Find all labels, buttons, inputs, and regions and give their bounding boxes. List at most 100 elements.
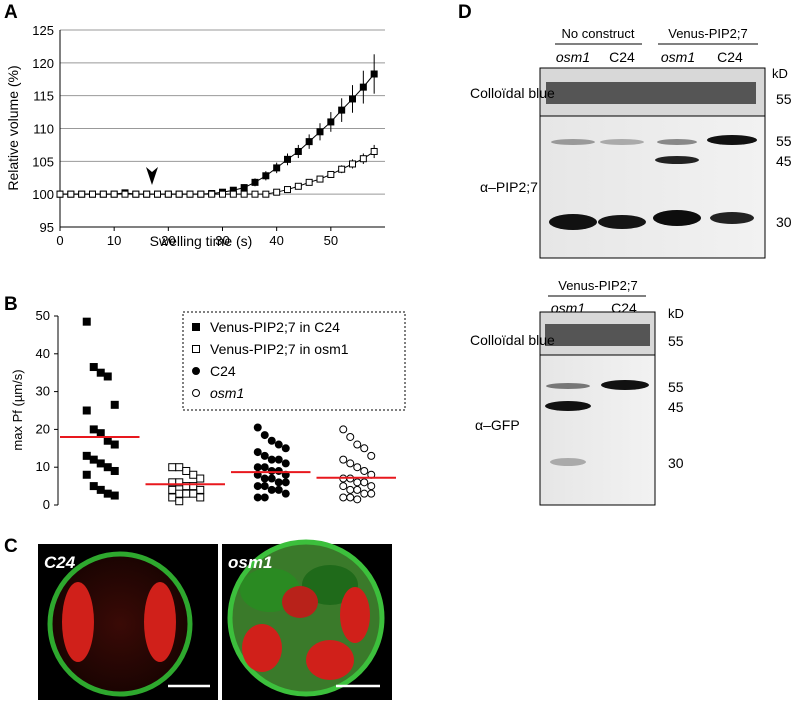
lane-label: C24 <box>609 49 635 65</box>
y-tick-label: 95 <box>40 220 54 235</box>
marker <box>175 489 184 498</box>
marker <box>260 463 269 472</box>
marker <box>305 138 313 146</box>
marker <box>273 164 281 172</box>
marker <box>110 190 118 198</box>
x-tick-label: 30 <box>215 233 229 248</box>
marker <box>82 470 91 479</box>
marker <box>164 190 172 198</box>
y-tick-label: 115 <box>33 89 54 104</box>
arrowhead <box>146 167 158 185</box>
marker <box>339 425 348 434</box>
marker <box>89 363 98 372</box>
marker-label: 55 <box>668 379 684 395</box>
y-tick-label: 125 <box>32 23 54 38</box>
y-axis-title: Relative volume (%) <box>5 65 21 190</box>
marker <box>82 317 91 326</box>
marker <box>346 493 355 502</box>
y-tick-label: 0 <box>43 497 50 512</box>
marker <box>274 485 283 494</box>
marker <box>168 485 177 494</box>
marker <box>360 489 369 498</box>
marker <box>196 493 205 502</box>
marker <box>284 155 291 163</box>
marker <box>253 423 262 432</box>
marker <box>96 429 105 438</box>
y-tick-label: 105 <box>32 154 54 169</box>
marker <box>103 489 112 498</box>
marker <box>253 463 262 472</box>
marker-label: 30 <box>776 214 792 230</box>
marker <box>175 463 184 472</box>
marker <box>353 485 362 494</box>
marker <box>219 190 226 198</box>
marker <box>274 440 283 449</box>
marker <box>346 459 355 468</box>
marker <box>267 455 276 464</box>
y-tick-label: 50 <box>36 308 50 323</box>
marker <box>260 482 269 491</box>
lane-label: osm1 <box>661 49 695 65</box>
panel-label: C <box>4 536 18 557</box>
marker <box>196 485 205 494</box>
marker <box>353 440 362 449</box>
panel-label: A <box>4 2 18 23</box>
marker <box>143 190 151 198</box>
group-label: No construct <box>562 26 635 41</box>
marker <box>260 474 269 483</box>
marker <box>360 444 369 453</box>
marker <box>349 160 356 168</box>
marker <box>281 489 290 498</box>
x-tick-label: 0 <box>56 233 63 248</box>
legend-label: osm1 <box>210 385 244 401</box>
marker <box>346 485 355 494</box>
marker <box>96 368 105 377</box>
stain-label: Colloïdal blue <box>470 332 555 348</box>
marker <box>240 190 248 198</box>
marker <box>208 190 216 198</box>
marker <box>110 466 119 475</box>
marker <box>96 459 105 468</box>
marker <box>360 466 369 475</box>
marker <box>360 478 369 487</box>
panel-label: D <box>458 2 472 23</box>
marker <box>189 470 198 479</box>
marker <box>192 389 200 397</box>
marker <box>168 463 177 472</box>
marker <box>110 440 119 449</box>
marker <box>294 182 302 190</box>
marker <box>132 190 140 198</box>
marker <box>197 190 205 198</box>
marker <box>260 431 269 440</box>
marker-label: 55 <box>776 91 792 107</box>
lane-label: C24 <box>717 49 743 65</box>
marker <box>175 190 183 198</box>
marker <box>89 190 96 198</box>
marker <box>182 466 191 475</box>
marker-label: 45 <box>776 153 792 169</box>
x-tick-label: 50 <box>324 233 338 248</box>
marker <box>316 128 324 136</box>
marker <box>353 495 362 504</box>
marker <box>192 345 200 353</box>
x-tick-label: 20 <box>161 233 175 248</box>
stain-label: Colloïdal blue <box>470 85 555 101</box>
marker <box>251 178 259 186</box>
marker <box>349 95 356 103</box>
marker <box>294 147 302 155</box>
marker <box>175 497 184 506</box>
marker <box>240 184 248 192</box>
marker-label: 55 <box>668 333 684 349</box>
marker <box>339 493 348 502</box>
micrograph: osm1 <box>222 539 392 700</box>
marker <box>262 190 270 198</box>
marker <box>327 118 335 126</box>
antibody-label: α–GFP <box>475 417 520 433</box>
y-tick-label: 40 <box>36 346 50 361</box>
marker <box>267 485 276 494</box>
marker-label: 45 <box>668 399 684 415</box>
marker <box>281 459 290 468</box>
lane-label: osm1 <box>556 49 590 65</box>
series-line <box>60 151 375 195</box>
y-tick-label: 30 <box>36 384 50 399</box>
